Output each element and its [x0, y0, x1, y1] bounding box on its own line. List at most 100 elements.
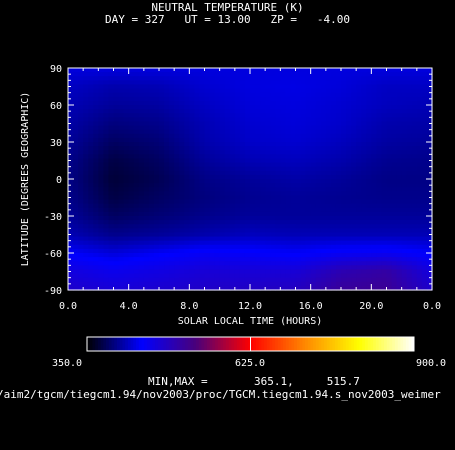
- heat-cell: [234, 162, 241, 168]
- heat-cell: [250, 199, 256, 205]
- heat-cell: [224, 261, 231, 266]
- heat-cell: [411, 154, 418, 160]
- heat-cell: [416, 216, 423, 221]
- heat-cell: [169, 100, 175, 106]
- heat-cell: [138, 207, 145, 213]
- heat-cell: [83, 129, 89, 135]
- heat-cell: [138, 121, 145, 127]
- colorbar-label: 350.0: [52, 358, 82, 369]
- heat-cell: [351, 133, 357, 139]
- heat-cell: [406, 166, 413, 172]
- heat-cell: [179, 228, 185, 234]
- heat-cell: [214, 109, 221, 114]
- heat-cell: [325, 109, 332, 114]
- heat-cell: [93, 191, 99, 197]
- heat-cell: [234, 174, 241, 180]
- heat-cell: [255, 105, 261, 110]
- heat-cell: [406, 261, 413, 266]
- heat-cell: [204, 179, 211, 184]
- heat-cell: [73, 162, 79, 168]
- heat-cell: [351, 150, 357, 155]
- heat-cell: [391, 285, 398, 291]
- heat-cell: [83, 195, 89, 201]
- heat-cell: [295, 232, 302, 238]
- colorbar-segment: [405, 337, 410, 351]
- heat-cell: [174, 224, 180, 229]
- heat-cell: [356, 261, 362, 266]
- heat-cell: [229, 211, 236, 217]
- heat-cell: [148, 253, 155, 258]
- heat-cell: [184, 228, 190, 234]
- heat-cell: [179, 121, 185, 127]
- heat-cell: [401, 166, 408, 172]
- heat-cell: [391, 228, 398, 234]
- heat-cell: [153, 232, 160, 238]
- heat-cell: [88, 273, 94, 279]
- heat-cell: [88, 236, 94, 242]
- heat-cell: [325, 207, 332, 213]
- heat-cell: [386, 257, 393, 262]
- heat-cell: [159, 170, 165, 176]
- heat-cell: [93, 224, 99, 229]
- heat-cell: [426, 88, 433, 94]
- heat-cell: [199, 174, 206, 180]
- heat-cell: [189, 195, 195, 201]
- heat-cell: [275, 216, 281, 221]
- heat-cell: [244, 228, 251, 234]
- heat-cell: [396, 195, 403, 201]
- heat-cell: [270, 211, 276, 217]
- heat-cell: [128, 285, 135, 291]
- heat-cell: [103, 236, 110, 242]
- heat-cell: [209, 154, 216, 160]
- heat-cell: [290, 80, 297, 86]
- heat-cell: [224, 273, 231, 279]
- heat-cell: [179, 281, 185, 287]
- heat-cell: [366, 142, 372, 147]
- heat-cell: [411, 68, 418, 73]
- heat-cell: [239, 146, 246, 151]
- heat-cell: [88, 105, 94, 110]
- heat-cell: [169, 133, 175, 139]
- heat-cell: [118, 285, 125, 291]
- heat-cell: [108, 236, 115, 242]
- heat-cell: [320, 211, 327, 217]
- heat-cell: [361, 125, 367, 131]
- heat-cell: [239, 211, 246, 217]
- heat-cell: [113, 113, 120, 118]
- heat-cell: [108, 137, 115, 143]
- heat-cell: [341, 105, 347, 110]
- heat-cell: [194, 142, 201, 147]
- heat-cell: [204, 137, 211, 143]
- heat-cell: [184, 121, 190, 127]
- heat-cell: [118, 174, 125, 180]
- heat-cell: [128, 146, 135, 151]
- heat-cell: [285, 244, 292, 250]
- heat-cell: [184, 220, 190, 225]
- heat-cell: [371, 195, 377, 201]
- heat-cell: [356, 137, 362, 143]
- colorbar-segment: [87, 337, 91, 351]
- heat-cell: [209, 125, 216, 131]
- heat-cell: [270, 133, 276, 139]
- heat-cell: [159, 105, 165, 110]
- heat-cell: [315, 162, 322, 168]
- heat-cell: [224, 137, 231, 143]
- heat-cell: [184, 80, 190, 86]
- heat-cell: [255, 220, 261, 225]
- heat-cell: [275, 269, 281, 275]
- heat-cell: [244, 240, 251, 246]
- heat-cell: [250, 150, 256, 155]
- heat-cell: [184, 68, 190, 73]
- heat-cell: [219, 105, 226, 110]
- heat-cell: [204, 92, 211, 98]
- heat-cell: [381, 285, 388, 291]
- heat-cell: [260, 187, 266, 192]
- heat-cell: [179, 257, 185, 262]
- heat-cell: [123, 92, 130, 98]
- heat-cell: [406, 187, 413, 192]
- heat-cell: [148, 137, 155, 143]
- heat-cell: [234, 142, 241, 147]
- heat-cell: [305, 199, 312, 205]
- heat-cell: [239, 154, 246, 160]
- heat-cell: [199, 125, 206, 131]
